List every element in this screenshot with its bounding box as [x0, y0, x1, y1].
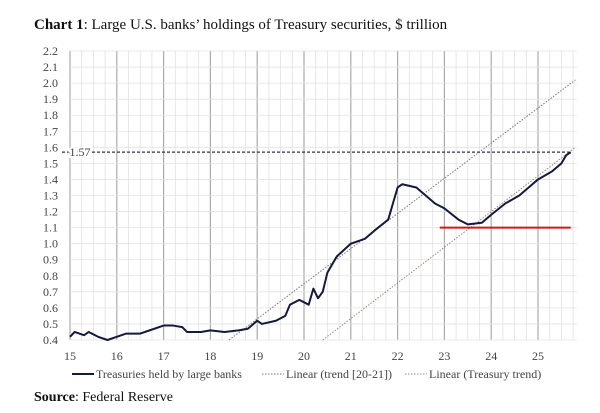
y-tick-label: 1.8 — [43, 108, 58, 122]
y-tick-label: 0.4 — [43, 333, 58, 347]
annotation-label: 1.57 — [70, 145, 91, 159]
x-tick-label: 21 — [345, 349, 357, 363]
y-tick-label: 0.7 — [43, 285, 58, 299]
y-tick-label: 1.2 — [43, 205, 58, 219]
x-tick-label: 17 — [158, 349, 170, 363]
y-tick-label: 0.8 — [43, 269, 58, 283]
legend-label: Treasuries held by large banks — [96, 367, 242, 381]
x-tick-label: 23 — [438, 349, 450, 363]
x-tick-label: 25 — [532, 349, 544, 363]
trend-line — [322, 146, 576, 341]
y-tick-label: 0.5 — [43, 317, 58, 331]
x-tick-label: 22 — [392, 349, 404, 363]
y-tick-label: 1.1 — [43, 221, 58, 235]
y-tick-label: 1.0 — [43, 237, 58, 251]
x-tick-label: 15 — [64, 349, 76, 363]
source-note: Source: Federal Reserve — [34, 390, 173, 405]
y-tick-label: 1.5 — [43, 156, 58, 170]
chart-title: Chart 1: Large U.S. banks’ holdings of T… — [34, 17, 448, 33]
series-line — [69, 151, 572, 341]
y-tick-label: 1.7 — [43, 124, 58, 138]
x-tick-label: 19 — [251, 349, 263, 363]
y-tick-label: 1.9 — [43, 92, 58, 106]
x-tick-label: 20 — [298, 349, 310, 363]
y-tick-label: 1.6 — [43, 140, 58, 154]
y-tick-label: 2.0 — [43, 76, 58, 90]
y-tick-label: 0.9 — [43, 253, 58, 267]
legend-label: Linear (Treasury trend) — [429, 367, 541, 381]
y-tick-label: 0.6 — [43, 301, 58, 315]
x-tick-label: 18 — [204, 349, 216, 363]
trend-line — [228, 79, 576, 341]
x-tick-label: 16 — [111, 349, 123, 363]
y-tick-label: 1.3 — [43, 189, 58, 203]
legend-label: Linear (trend [20-21]) — [286, 367, 392, 381]
y-tick-label: 1.4 — [43, 172, 58, 186]
y-tick-label: 2.1 — [43, 60, 58, 74]
x-tick-label: 24 — [485, 349, 497, 363]
y-tick-label: 2.2 — [43, 44, 58, 58]
